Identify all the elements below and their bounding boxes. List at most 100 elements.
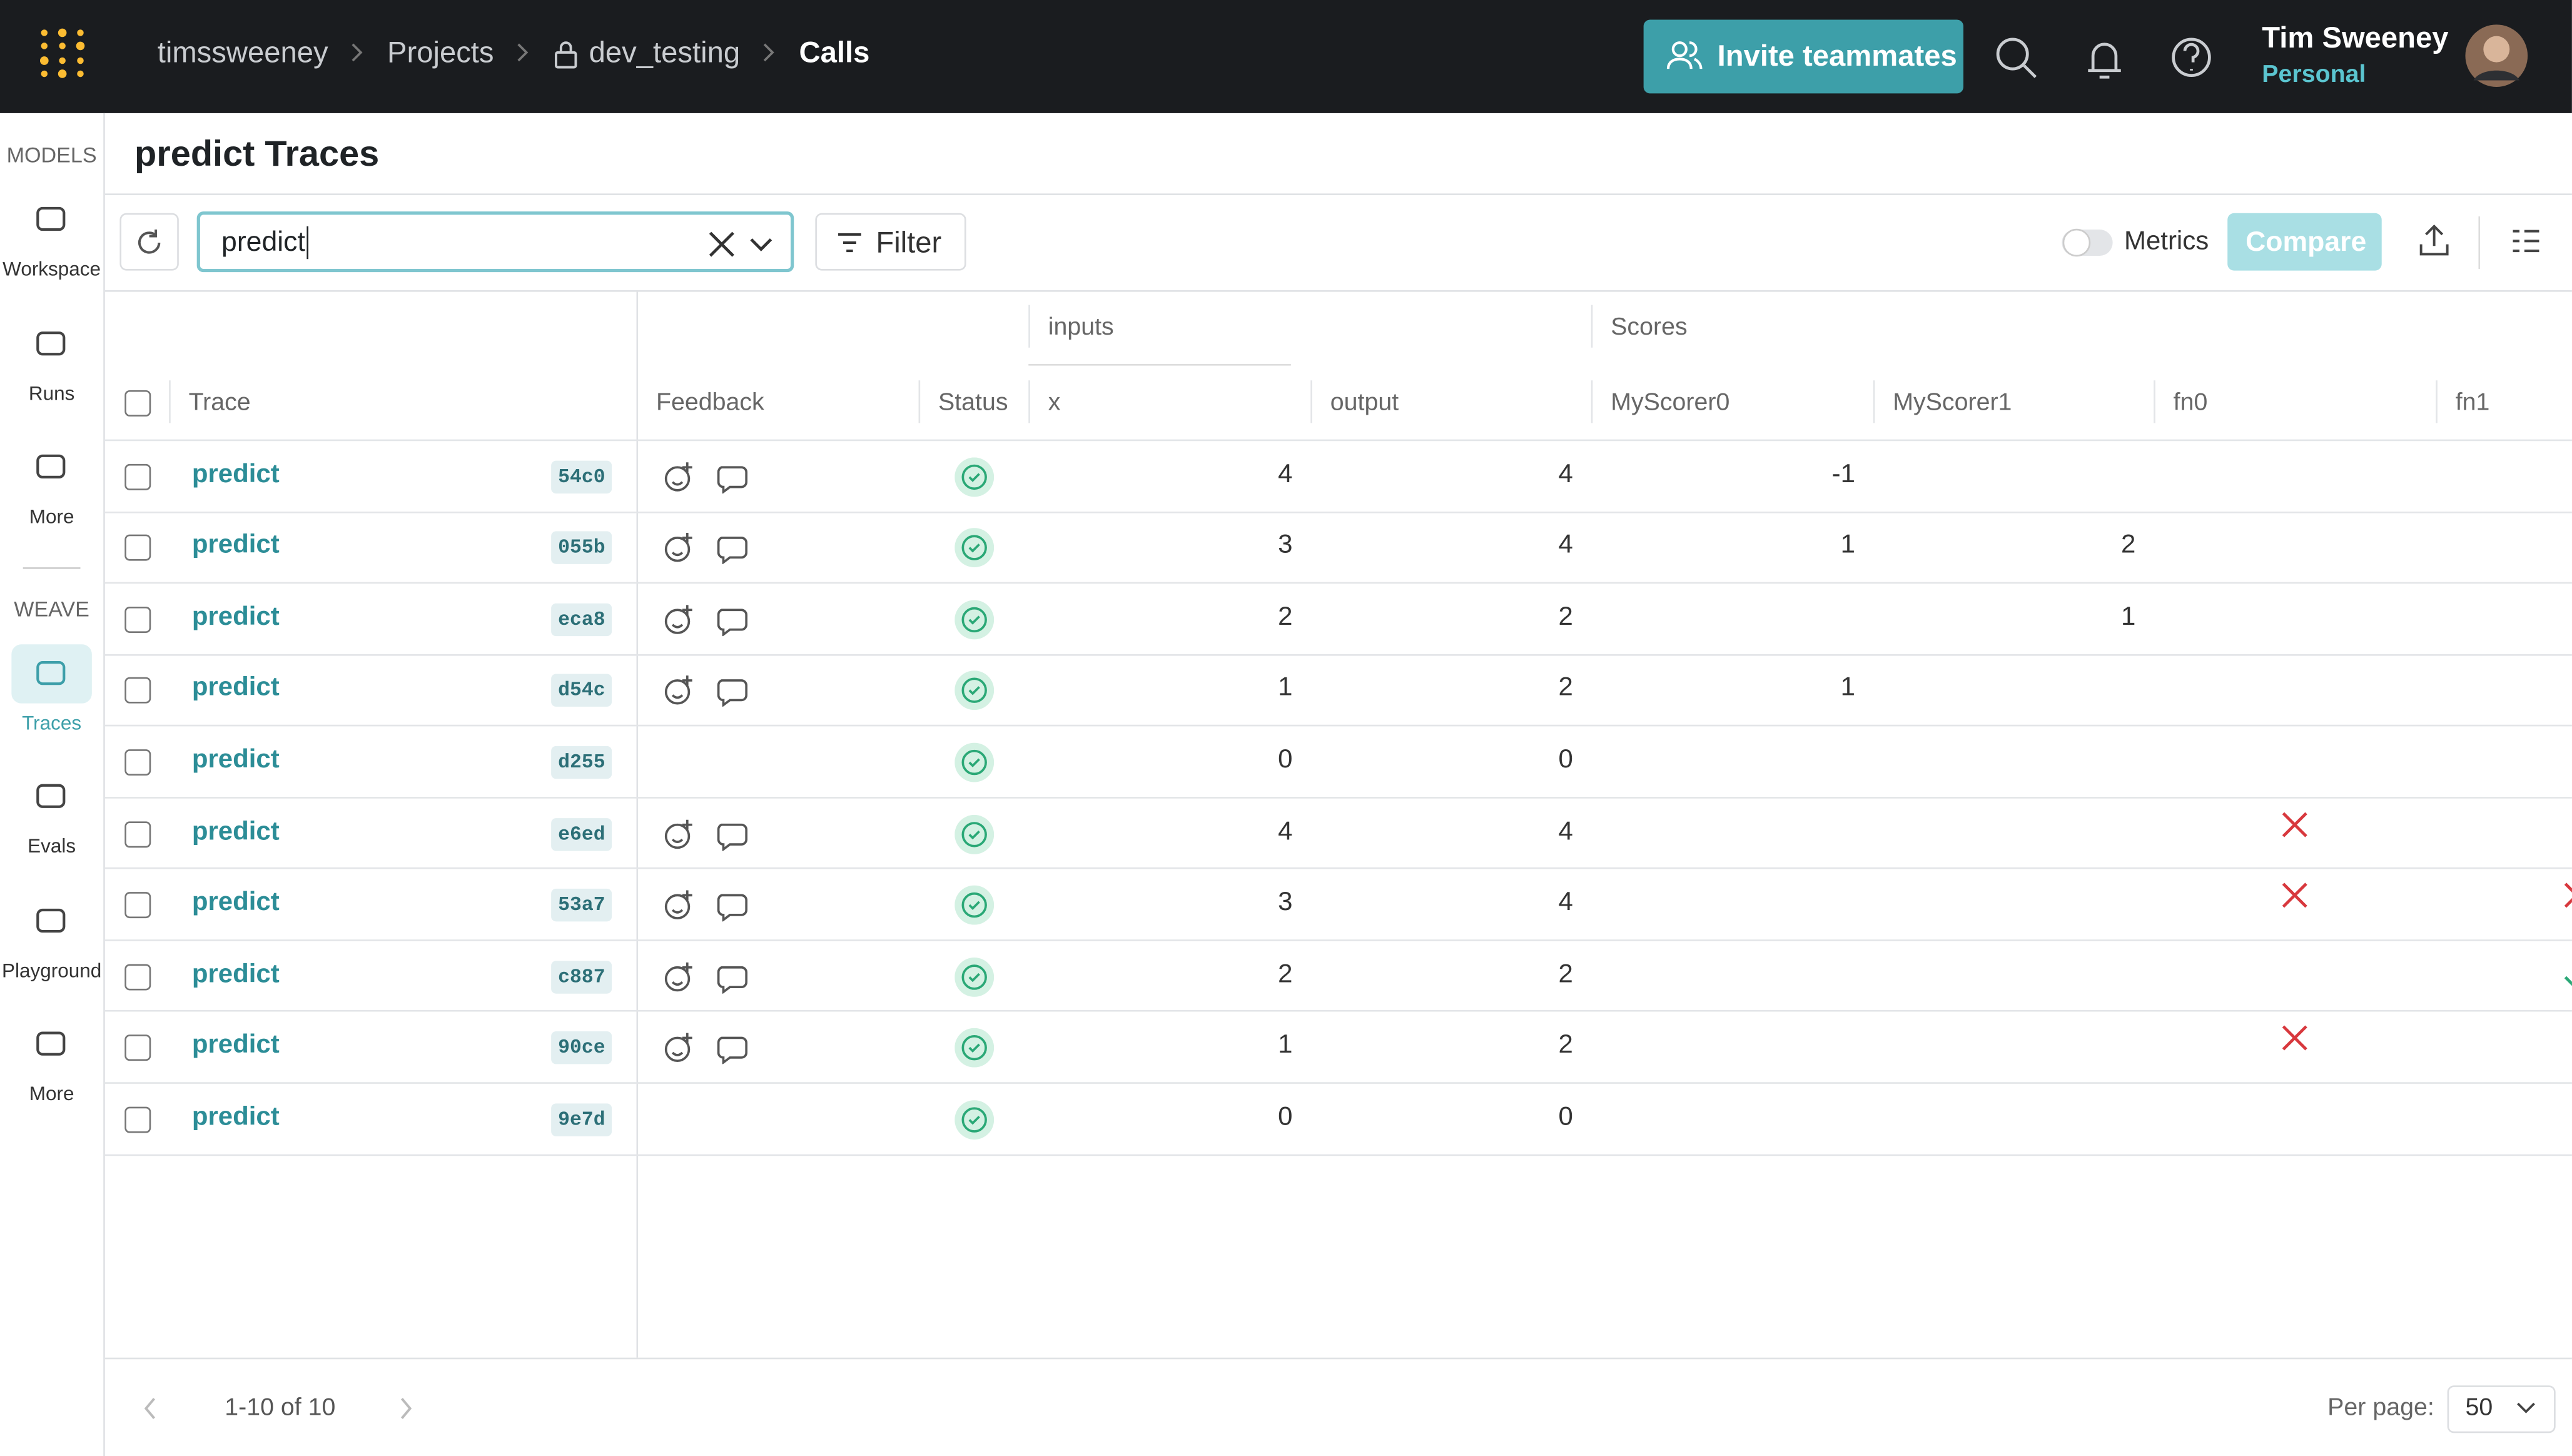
icon-part bbox=[664, 961, 748, 994]
feedback-icons[interactable] bbox=[661, 1031, 753, 1073]
nav-label[interactable]: More bbox=[29, 1082, 74, 1105]
trace-id[interactable]: 53a7 bbox=[551, 889, 612, 922]
row-checkbox[interactable] bbox=[124, 535, 151, 562]
trace-id[interactable]: c887 bbox=[551, 960, 612, 993]
column-header[interactable]: MyScorer1 bbox=[1893, 388, 2012, 417]
column-header[interactable]: Feedback bbox=[656, 388, 764, 417]
nav-icon[interactable] bbox=[34, 1029, 69, 1071]
trace-link[interactable]: predict bbox=[191, 1031, 280, 1060]
feedback-icons[interactable] bbox=[661, 603, 753, 644]
cell-value: 3 bbox=[1278, 889, 1293, 917]
trace-id[interactable]: 9e7d bbox=[551, 1103, 612, 1136]
row-checkbox[interactable] bbox=[124, 463, 151, 490]
trace-link[interactable]: predict bbox=[191, 889, 280, 917]
refresh-button[interactable] bbox=[119, 213, 179, 271]
pager-arrows[interactable] bbox=[139, 1395, 418, 1422]
feedback-icons[interactable] bbox=[661, 960, 753, 1001]
compare-button[interactable] bbox=[2227, 213, 2382, 271]
row-checkbox[interactable] bbox=[124, 677, 151, 704]
trace-link[interactable]: predict bbox=[191, 674, 280, 703]
column-header[interactable]: fn0 bbox=[2173, 388, 2208, 417]
icon-part bbox=[954, 885, 995, 925]
icon-part bbox=[664, 605, 748, 637]
icon-part bbox=[717, 609, 748, 637]
export-icon[interactable] bbox=[2418, 225, 2450, 257]
feedback-icons[interactable] bbox=[661, 889, 753, 930]
row-checkbox[interactable] bbox=[124, 1106, 151, 1133]
icon-part bbox=[664, 819, 748, 851]
breadcrumb[interactable]: Calls bbox=[799, 36, 870, 69]
feedback-icons[interactable] bbox=[661, 532, 753, 573]
trace-id[interactable]: 54c0 bbox=[551, 460, 612, 493]
avatar[interactable] bbox=[2464, 23, 2529, 89]
nav-icon[interactable] bbox=[34, 453, 69, 494]
trace-link[interactable]: predict bbox=[191, 746, 280, 774]
row-checkbox[interactable] bbox=[124, 892, 151, 919]
status-icon bbox=[954, 957, 995, 1004]
trace-id[interactable]: e6ed bbox=[551, 817, 612, 851]
metrics-toggle[interactable] bbox=[2060, 226, 2116, 259]
column-header[interactable]: output bbox=[1330, 388, 1399, 417]
nav-label[interactable]: Traces bbox=[22, 710, 82, 734]
trace-id[interactable]: 055b bbox=[551, 532, 612, 565]
feedback-icons[interactable] bbox=[661, 675, 753, 716]
top-icons[interactable] bbox=[1992, 33, 2221, 82]
row-checkbox[interactable] bbox=[124, 1034, 151, 1061]
group-divider bbox=[1028, 305, 1030, 348]
nav-label[interactable]: Evals bbox=[28, 834, 76, 858]
nav-icon[interactable] bbox=[34, 205, 69, 246]
cell-value: 2 bbox=[1558, 603, 1573, 631]
feedback-icons[interactable] bbox=[661, 460, 753, 502]
cell-value: 4 bbox=[1558, 889, 1573, 917]
nav-label[interactable]: More bbox=[29, 505, 74, 528]
breadcrumb[interactable]: timssweeney bbox=[157, 36, 328, 69]
row-checkbox[interactable] bbox=[124, 821, 151, 847]
nav-icon[interactable] bbox=[34, 329, 69, 370]
invite-button[interactable] bbox=[1643, 19, 1964, 94]
trace-id[interactable]: d255 bbox=[551, 746, 612, 779]
nav-icon[interactable] bbox=[34, 659, 69, 700]
nav-label[interactable]: Playground bbox=[1, 958, 102, 982]
breadcrumb[interactable]: dev_testing bbox=[553, 36, 740, 71]
feedback-icons[interactable] bbox=[661, 817, 753, 859]
trace-link[interactable]: predict bbox=[191, 817, 280, 846]
cell-value: 4 bbox=[1278, 460, 1293, 488]
search-input[interactable] bbox=[196, 211, 794, 273]
cell-value: 0 bbox=[1558, 746, 1573, 774]
search-clear[interactable] bbox=[706, 228, 777, 260]
nav-icon[interactable] bbox=[34, 782, 69, 824]
score-icon bbox=[2562, 881, 2572, 918]
columns-icon[interactable] bbox=[2511, 228, 2541, 257]
breadcrumb[interactable]: Projects bbox=[387, 36, 494, 69]
trace-link[interactable]: predict bbox=[191, 460, 280, 488]
per-page-select[interactable] bbox=[2447, 1385, 2556, 1433]
trace-id[interactable]: eca8 bbox=[551, 603, 612, 636]
header-checkbox[interactable] bbox=[124, 390, 151, 417]
column-header[interactable]: x bbox=[1048, 388, 1061, 417]
trace-link[interactable]: predict bbox=[191, 532, 280, 560]
row-checkbox[interactable] bbox=[124, 749, 151, 776]
trace-link[interactable]: predict bbox=[191, 1103, 280, 1131]
icon-part bbox=[664, 965, 691, 991]
trace-id[interactable]: 90ce bbox=[551, 1031, 612, 1064]
icon-part bbox=[717, 465, 748, 494]
filter-button[interactable] bbox=[815, 213, 966, 271]
column-header[interactable]: Status bbox=[938, 388, 1008, 417]
trace-link[interactable]: predict bbox=[191, 960, 280, 988]
nav-label[interactable]: Workspace bbox=[3, 257, 101, 281]
column-header[interactable]: fn1 bbox=[2455, 388, 2490, 417]
nav-label[interactable]: Runs bbox=[28, 381, 75, 405]
row-checkbox[interactable] bbox=[124, 963, 151, 990]
cell-value: -1 bbox=[1831, 460, 1855, 488]
nav-icon[interactable] bbox=[34, 906, 69, 947]
icon-part bbox=[954, 600, 995, 640]
cell-value: 4 bbox=[1278, 817, 1293, 846]
trace-id[interactable]: d54c bbox=[551, 674, 612, 708]
trace-link[interactable]: predict bbox=[191, 603, 280, 631]
logo[interactable] bbox=[36, 26, 92, 82]
icon-part bbox=[838, 233, 861, 253]
column-header[interactable]: MyScorer0 bbox=[1611, 388, 1730, 417]
column-divider bbox=[169, 380, 171, 423]
column-header[interactable]: Trace bbox=[188, 388, 251, 417]
row-checkbox[interactable] bbox=[124, 606, 151, 633]
